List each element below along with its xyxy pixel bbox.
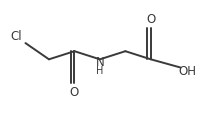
Text: O: O bbox=[146, 13, 155, 26]
Text: O: O bbox=[70, 86, 79, 98]
Text: N: N bbox=[96, 56, 104, 69]
Text: OH: OH bbox=[178, 64, 196, 77]
Text: Cl: Cl bbox=[11, 30, 22, 43]
Text: H: H bbox=[96, 65, 104, 75]
